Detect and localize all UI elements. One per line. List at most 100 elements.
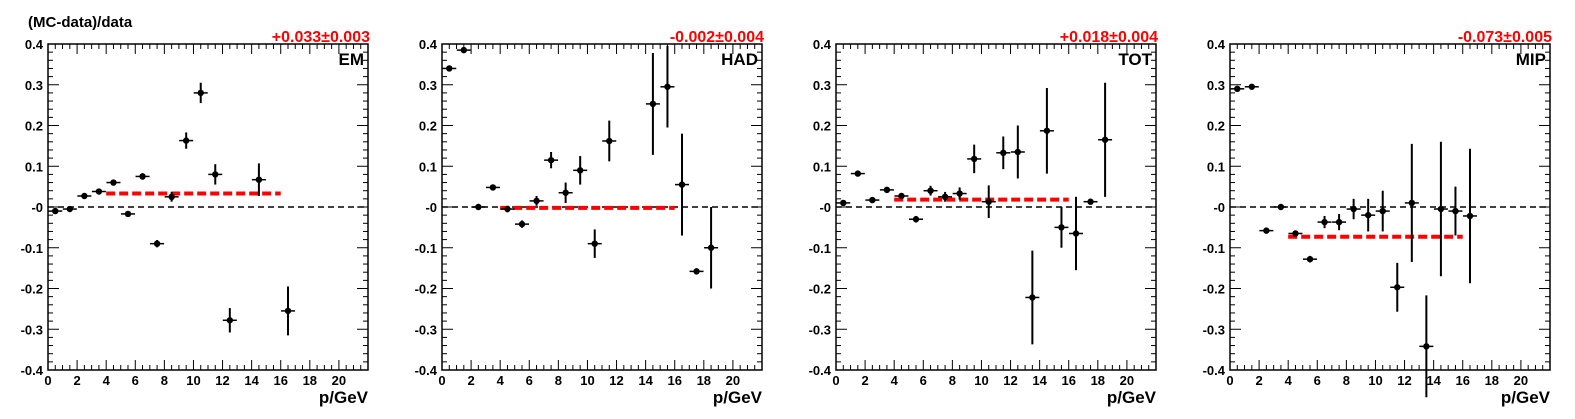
data-point xyxy=(95,188,103,195)
y-tick-label: 0.1 xyxy=(1207,159,1225,174)
data-point xyxy=(52,207,59,215)
data-point xyxy=(1234,85,1241,93)
data-point xyxy=(212,171,219,178)
data-point xyxy=(1072,230,1080,237)
y-tick-label: 0.1 xyxy=(813,159,831,174)
data-point xyxy=(182,137,190,144)
panel-label: MIP xyxy=(1516,50,1546,69)
data-point xyxy=(124,210,132,218)
data-point xyxy=(460,46,468,54)
x-tick-label: 6 xyxy=(920,373,927,388)
y-tick-label: 0.2 xyxy=(1207,119,1225,134)
y-tick-label: -0.2 xyxy=(415,282,437,297)
data-point xyxy=(284,307,292,315)
data-point xyxy=(591,240,598,247)
y-tick-label: -0.4 xyxy=(415,363,438,378)
data-point xyxy=(533,197,540,205)
x-tick-label: 14 xyxy=(244,373,259,388)
x-tick-label: 8 xyxy=(161,373,168,388)
x-tick-label: 12 xyxy=(609,373,623,388)
x-tick-label: 16 xyxy=(1455,373,1469,388)
y-tick-label: 0.3 xyxy=(25,78,43,93)
data-point xyxy=(1437,205,1445,213)
y-tick-label: -0.3 xyxy=(809,322,831,337)
x-tick-label: 0 xyxy=(832,373,839,388)
data-point xyxy=(153,240,161,247)
panel-label: TOT xyxy=(1118,50,1152,69)
data-point xyxy=(883,186,891,194)
x-tick-label: 8 xyxy=(555,373,562,388)
fit-value-label: -0.002±0.004 xyxy=(670,29,764,46)
x-tick-label: 2 xyxy=(467,373,474,388)
data-point xyxy=(678,181,686,188)
data-point xyxy=(1058,224,1065,231)
data-point xyxy=(1364,211,1372,219)
x-tick-label: 18 xyxy=(1485,373,1499,388)
data-point xyxy=(1423,343,1430,350)
y-tick-label: 0.1 xyxy=(25,159,43,174)
x-tick-label: 8 xyxy=(949,373,956,388)
data-point xyxy=(854,170,862,177)
x-tick-label: 2 xyxy=(1255,373,1262,388)
x-tick-label: 6 xyxy=(1314,373,1321,388)
panel-label: EM xyxy=(339,50,365,69)
x-tick-label: 14 xyxy=(638,373,653,388)
y-tick-label: -0.2 xyxy=(21,282,43,297)
x-tick-label: 6 xyxy=(526,373,533,388)
x-tick-label: 0 xyxy=(44,373,51,388)
data-point xyxy=(1263,227,1270,234)
x-tick-label: 14 xyxy=(1426,373,1441,388)
y-tick-label: -0 xyxy=(1213,200,1225,215)
fit-value-label: +0.033±0.003 xyxy=(272,29,370,46)
x-tick-label: 16 xyxy=(273,373,287,388)
data-point xyxy=(1379,207,1386,215)
x-axis-title: p/GeV xyxy=(1501,388,1551,407)
data-point xyxy=(504,205,511,213)
x-tick-label: 10 xyxy=(1368,373,1382,388)
y-tick-label: -0.1 xyxy=(415,241,437,256)
y-tick-label: 0.2 xyxy=(813,119,831,134)
x-tick-label: 14 xyxy=(1032,373,1047,388)
x-tick-label: 20 xyxy=(726,373,740,388)
data-point xyxy=(869,196,876,204)
data-point xyxy=(1408,199,1416,207)
x-tick-label: 12 xyxy=(1003,373,1017,388)
data-point xyxy=(1321,218,1328,226)
x-tick-label: 10 xyxy=(580,373,594,388)
data-point xyxy=(1248,83,1256,90)
y-tick-label: -0.1 xyxy=(21,241,43,256)
x-tick-label: 4 xyxy=(103,373,111,388)
chart-panel-had: 0.4 0.3 0.2 0.1 -0 -0.1 -0.2 -0.3 -0.40 2 4 6 8 10 12 1… xyxy=(415,29,765,407)
data-point xyxy=(898,192,905,200)
x-tick-label: 12 xyxy=(1397,373,1411,388)
data-point xyxy=(664,83,671,90)
data-point xyxy=(1335,218,1343,226)
data-point xyxy=(927,187,934,194)
x-tick-label: 16 xyxy=(667,373,681,388)
data-point xyxy=(985,198,992,205)
y-tick-label: -0.3 xyxy=(21,322,43,337)
data-point xyxy=(707,244,715,251)
y-tick-label: -0.2 xyxy=(1203,282,1225,297)
chart-panel-tot: 0.4 0.3 0.2 0.1 -0 -0.1 -0.2 -0.3 -0.40 2 4 6 8 10 12 1… xyxy=(809,29,1159,407)
y-axis-label: (MC-data)/data xyxy=(28,14,133,31)
data-point xyxy=(576,167,584,174)
x-tick-label: 0 xyxy=(1226,373,1233,388)
data-point xyxy=(1277,203,1285,211)
x-tick-label: 20 xyxy=(332,373,346,388)
data-point xyxy=(110,179,117,186)
data-point xyxy=(1452,207,1459,215)
y-tick-label: 0.4 xyxy=(25,37,44,52)
data-point xyxy=(956,190,963,197)
y-tick-label: -0 xyxy=(425,200,437,215)
y-tick-label: 0.4 xyxy=(813,37,832,52)
data-point xyxy=(1000,149,1007,157)
x-tick-label: 10 xyxy=(974,373,988,388)
data-point xyxy=(693,268,700,275)
x-axis-title: p/GeV xyxy=(1107,388,1157,407)
data-point xyxy=(840,199,847,207)
x-tick-label: 6 xyxy=(132,373,139,388)
data-point xyxy=(912,216,920,223)
y-tick-label: -0.2 xyxy=(809,282,831,297)
panel-label: HAD xyxy=(721,50,758,69)
